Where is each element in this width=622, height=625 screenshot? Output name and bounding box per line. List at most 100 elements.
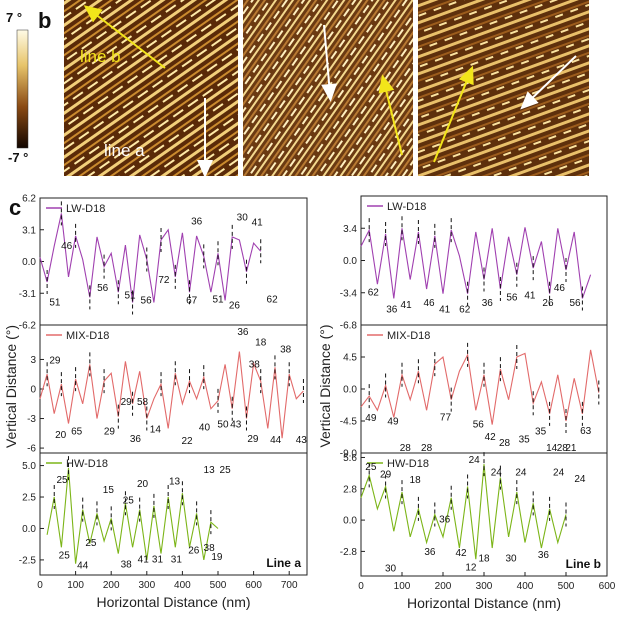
annotation-label: 44 <box>270 435 282 446</box>
mix-white-arrow <box>321 24 338 102</box>
annotation-label: 18 <box>255 338 267 349</box>
y-tick-label: -6.2 <box>19 321 37 332</box>
line-label: Line a <box>266 556 301 570</box>
y-tick-label: -4.5 <box>340 417 358 428</box>
x-tick-label: 500 <box>210 580 227 591</box>
annotation-label: 46 <box>423 298 435 309</box>
y-tick-label: 0.0 <box>22 257 36 268</box>
annotation-label: 13 <box>169 476 181 487</box>
x-tick-label: 400 <box>174 580 191 591</box>
x-tick-label: 400 <box>517 581 534 592</box>
annotation-label: 50 <box>217 419 229 430</box>
y-tick-label: 2.5 <box>22 493 36 504</box>
annotation-label: 14 <box>150 424 162 435</box>
y-tick-label: -2.5 <box>19 555 37 566</box>
y-tick-label: 0.0 <box>343 385 357 396</box>
annotation-label: 49 <box>387 417 399 428</box>
x-tick-label: 500 <box>558 581 575 592</box>
annotation-label: 41 <box>252 218 264 229</box>
annotation-label: 62 <box>368 288 380 299</box>
afm-image-mix <box>243 0 413 176</box>
legend-label: MIX-D18 <box>66 330 109 342</box>
legend-label: LW-D18 <box>387 201 426 213</box>
legend-label: HW-D18 <box>66 458 108 470</box>
annotation-label: 25 <box>123 495 135 506</box>
y-tick-label: 3 <box>30 355 36 366</box>
x-tick-label: 0 <box>37 580 43 591</box>
annotation-label: 29 <box>49 355 61 366</box>
y-tick-label: 4.5 <box>343 353 357 364</box>
series-line <box>360 464 567 560</box>
annotation-label: 56 <box>141 295 153 306</box>
series-line <box>39 213 262 303</box>
annotation-label: 36 <box>237 327 249 338</box>
series-line <box>360 349 600 425</box>
plot-frame <box>39 197 308 576</box>
y-tick-label: 6.2 <box>22 194 36 205</box>
y-tick-label: 0 <box>30 385 36 396</box>
hw-white-arrow <box>520 55 577 110</box>
series-line <box>39 351 304 439</box>
x-tick-label: 100 <box>67 580 84 591</box>
annotation-label: 56 <box>473 419 485 430</box>
legend-label: MIX-D18 <box>387 330 430 342</box>
x-tick-label: 0 <box>358 581 364 592</box>
annotation-label: 36 <box>386 305 398 316</box>
y-tick-label: 5.6 <box>343 453 357 464</box>
x-tick-label: 200 <box>103 580 120 591</box>
annotation-label: 49 <box>365 413 377 424</box>
annotation-label: 36 <box>424 547 436 558</box>
annotation-label: 26 <box>188 546 200 557</box>
annotation-label: 20 <box>137 479 149 490</box>
annotation-label: 29 <box>247 434 259 445</box>
color-scale-bar <box>16 29 29 149</box>
annotation-label: 56 <box>506 292 518 303</box>
y-tick-label: -2.8 <box>340 547 358 558</box>
scale-max-label: 7 ° <box>6 10 22 25</box>
annotation-label: 46 <box>61 241 73 252</box>
annotation-label: 42 <box>485 432 497 443</box>
annotation-label: 38 <box>249 359 261 370</box>
annotation-label: 18 <box>478 553 490 564</box>
annotation-label: 25 <box>59 551 71 562</box>
y-axis-title: Vertical Distance (°) <box>317 324 333 447</box>
annotation-label: 18 <box>410 475 422 486</box>
annotation-label: 58 <box>137 397 149 408</box>
line-a-label: line a <box>104 141 145 160</box>
annotation-label: 38 <box>204 543 216 554</box>
annotation-label: 51 <box>212 294 224 305</box>
x-tick-label: 300 <box>476 581 493 592</box>
annotation-label: 25 <box>365 462 377 473</box>
y-tick-label: -9.0 <box>340 449 358 460</box>
line-label: Line b <box>566 557 601 571</box>
annotation-label: 43 <box>296 435 308 446</box>
y-axis-title: Vertical Distance (°) <box>3 325 19 448</box>
annotation-label: 29 <box>121 397 133 408</box>
hw-yellow-arrow <box>433 65 474 163</box>
annotation-label: 72 <box>158 275 170 286</box>
annotation-label: 77 <box>440 412 452 423</box>
x-tick-label: 600 <box>245 580 262 591</box>
afm-image-lw <box>64 0 238 176</box>
y-tick-label: 3.4 <box>343 224 357 235</box>
x-tick-label: 700 <box>281 580 298 591</box>
annotation-label: 40 <box>199 422 211 433</box>
annotation-label: 26 <box>229 301 241 312</box>
annotation-label: 24 <box>553 467 565 478</box>
annotation-label: 13 <box>204 465 216 476</box>
y-tick-label: -3.4 <box>340 288 358 299</box>
annotation-label: 42 <box>455 548 467 559</box>
annotation-label: 41 <box>439 305 451 316</box>
y-tick-label: 0.0 <box>343 256 357 267</box>
x-tick-label: 300 <box>138 580 155 591</box>
annotation-label: 30 <box>385 564 397 575</box>
annotation-label: 36 <box>130 434 142 445</box>
annotation-label: 51 <box>125 290 137 301</box>
line-b-label: line b <box>80 47 121 66</box>
y-tick-label: 5.0 <box>22 461 36 472</box>
annotation-label: 36 <box>439 514 451 525</box>
annotation-label: 38 <box>121 559 133 570</box>
annotation-label: 65 <box>71 426 83 437</box>
annotation-label: 41 <box>138 554 150 565</box>
